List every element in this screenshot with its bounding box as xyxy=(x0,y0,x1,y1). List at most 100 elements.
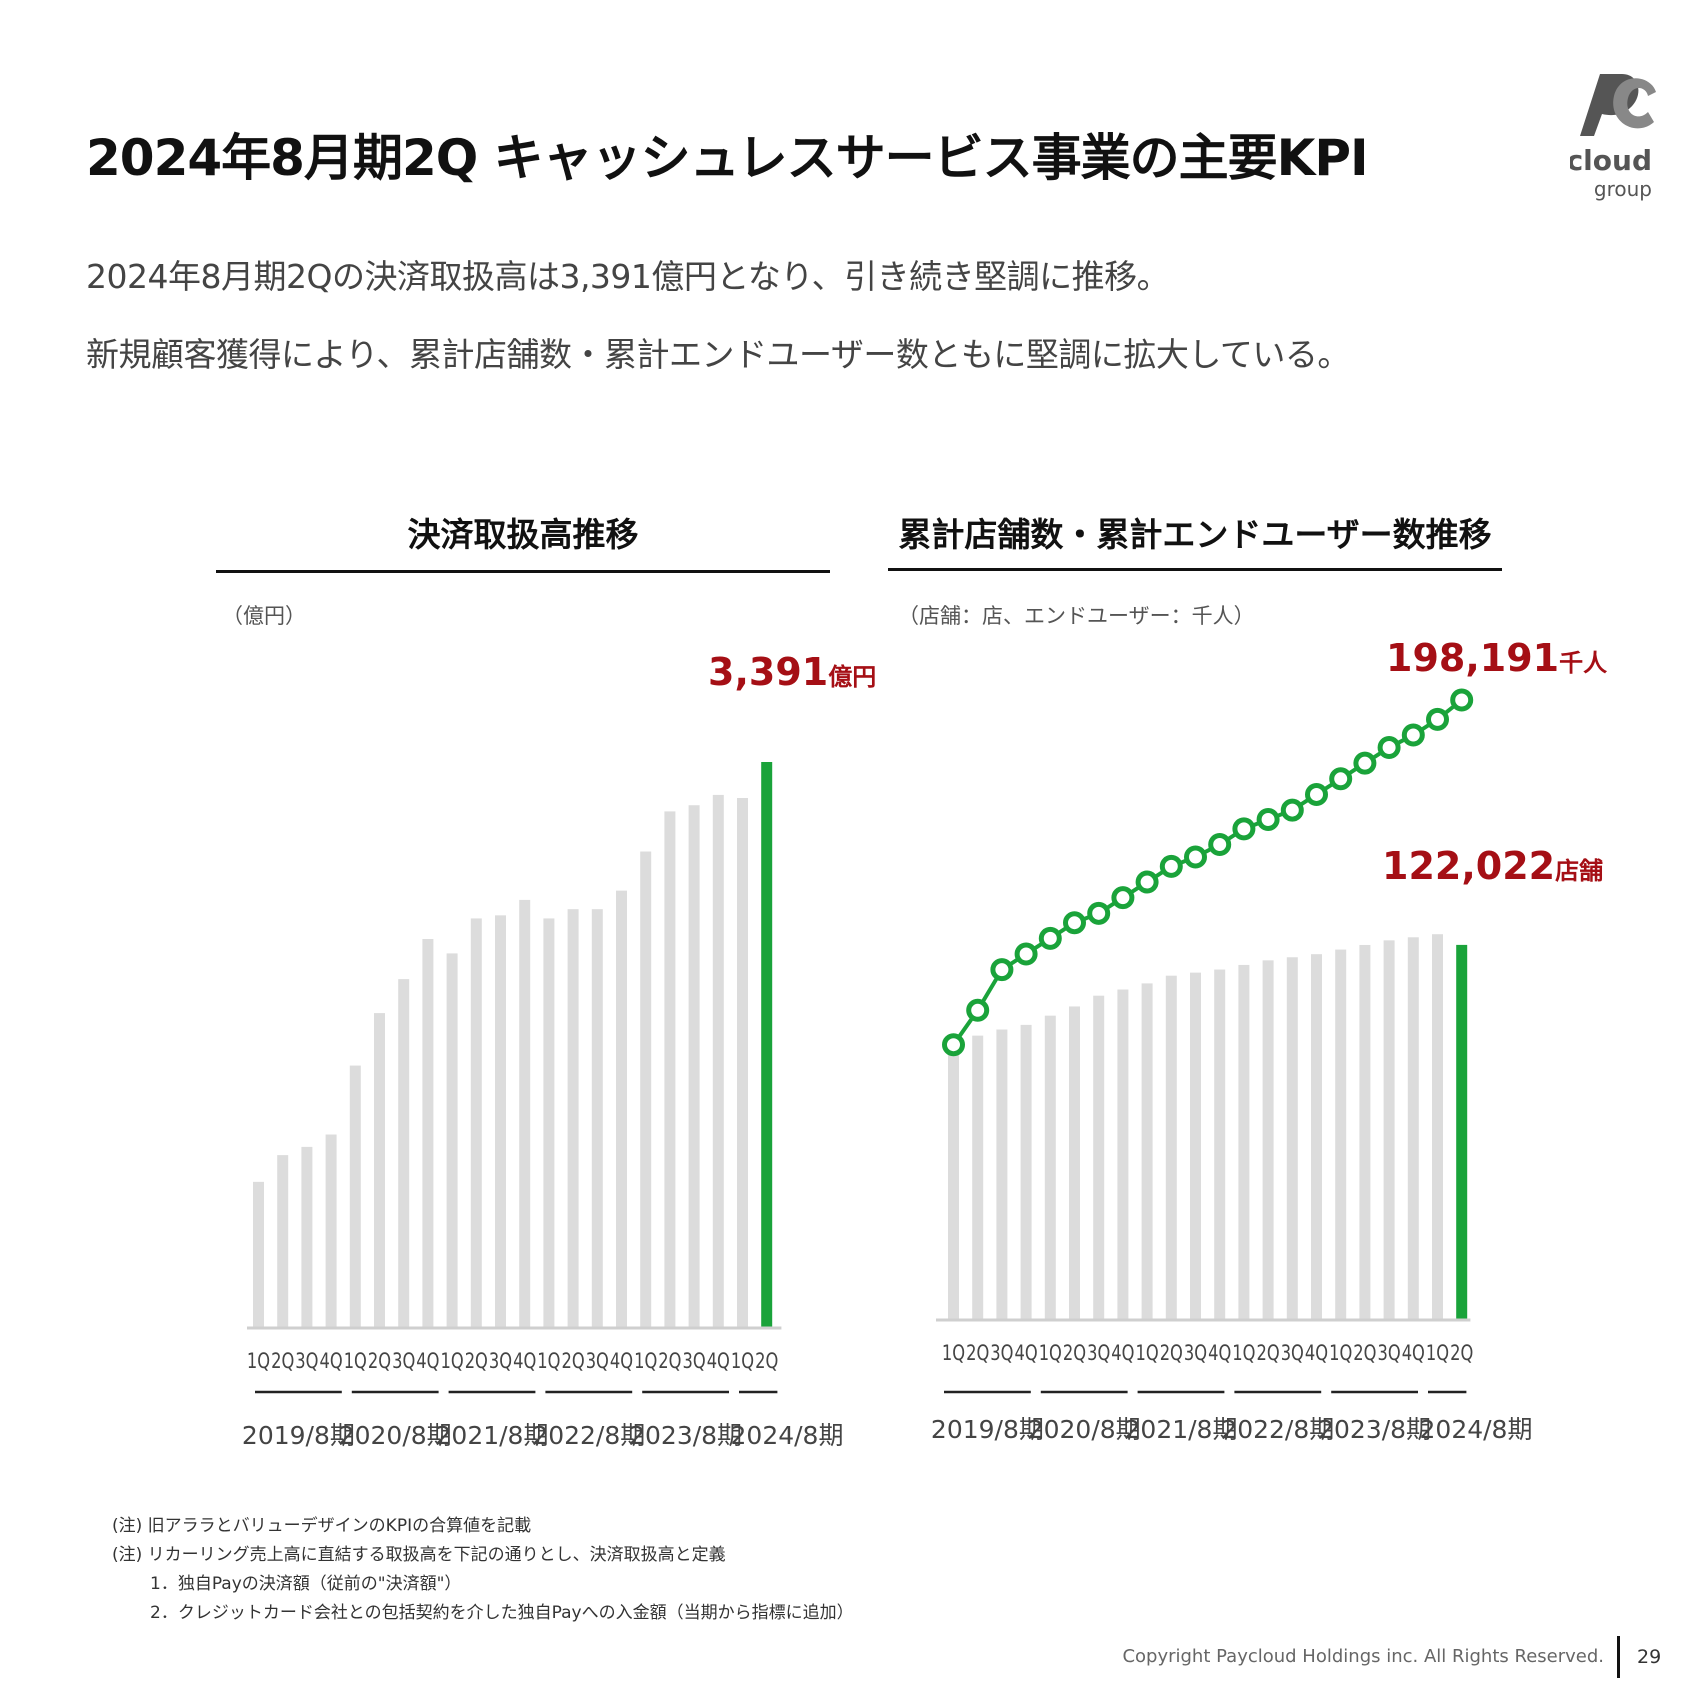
left-axis-tick-label: 4Q xyxy=(416,1349,439,1373)
bar xyxy=(972,1035,984,1320)
left-axis-tick-label: 3Q xyxy=(392,1349,415,1373)
left-axis-group-label: 2020/8期 xyxy=(339,1421,452,1450)
right-axis-group-label: 2024/8期 xyxy=(1420,1415,1533,1444)
right-axis-group-label: 2022/8期 xyxy=(1221,1415,1334,1444)
users-point xyxy=(1014,942,1038,966)
callout-users-value: 198,191 xyxy=(1386,636,1560,680)
right-axis-tick-label: 4Q xyxy=(1402,1341,1425,1365)
bar xyxy=(1141,983,1153,1320)
chart-title-transaction: 決済取扱高推移 xyxy=(407,515,639,554)
left-axis-tick-label: 1Q xyxy=(344,1349,367,1373)
bar xyxy=(1190,972,1201,1320)
bar xyxy=(1262,960,1274,1320)
left-axis-tick-label: 1Q xyxy=(537,1349,560,1373)
footnote-2-item-2: 2．クレジットカード会社との包括契約を介した独自Payへの入金額（当期から指標に… xyxy=(150,1603,854,1623)
page-number-separator xyxy=(1617,1636,1620,1678)
left-axis-tick-label: 2Q xyxy=(562,1349,585,1373)
users-point xyxy=(1256,807,1280,831)
right-axis-tick-label: 1Q xyxy=(1039,1341,1062,1365)
left-axis-group-label: 2019/8期 xyxy=(242,1421,355,1450)
bar xyxy=(1117,989,1129,1320)
bar xyxy=(737,798,748,1328)
bar xyxy=(253,1181,264,1328)
bar xyxy=(640,851,652,1328)
left-axis-group-label: 2022/8期 xyxy=(532,1421,645,1450)
bar xyxy=(1432,934,1443,1320)
users-point xyxy=(1038,926,1062,950)
right-axis-tick-label: 1Q xyxy=(1426,1341,1449,1365)
users-point xyxy=(942,1033,965,1057)
bar xyxy=(567,909,579,1328)
right-axis-tick-label: 1Q xyxy=(1232,1341,1255,1365)
right-axis-tick-label: 1Q xyxy=(1329,1341,1352,1365)
bar xyxy=(301,1146,313,1328)
callout-stores-value: 122,022 xyxy=(1382,844,1556,888)
lead-text-line-1: 2024年8月期2Qの決済取扱高は3,391億円となり、引き続き堅調に推移。 xyxy=(86,257,1170,296)
bar xyxy=(519,899,531,1328)
right-axis-tick-label: 2Q xyxy=(1160,1341,1183,1365)
callout-transaction-unit: 億円 xyxy=(828,663,877,691)
right-axis-tick-label: 3Q xyxy=(1378,1341,1401,1365)
users-point xyxy=(1450,688,1474,712)
page-title: 2024年8月期2Q キャッシュレスサービス事業の主要KPI xyxy=(86,129,1369,187)
users-point xyxy=(1232,817,1256,841)
bar xyxy=(446,953,458,1328)
bar xyxy=(688,805,700,1328)
right-axis-tick-label: 2Q xyxy=(1063,1341,1086,1365)
right-axis-group-label: 2023/8期 xyxy=(1318,1415,1431,1444)
callout-stores: 122,022店舗 xyxy=(1382,844,1603,888)
bar xyxy=(422,939,434,1328)
left-axis-group-label: 2024/8期 xyxy=(731,1421,844,1450)
footnote-1: (注) 旧アララとバリューデザインのKPIの合算値を記載 xyxy=(112,1516,532,1536)
bar xyxy=(1093,995,1105,1320)
left-axis-tick-label: 4Q xyxy=(707,1349,730,1373)
users-point xyxy=(1377,736,1401,760)
users-point xyxy=(1135,870,1159,894)
right-axis-tick-label: 2Q xyxy=(1353,1341,1376,1365)
bar-highlight xyxy=(1456,944,1468,1320)
callout-users-unit: 千人 xyxy=(1559,649,1608,677)
lead-text-line-2: 新規顧客獲得により、累計店舗数・累計エンドユーザー数ともに堅調に拡大している。 xyxy=(86,335,1350,374)
left-axis-tick-label: 3Q xyxy=(295,1349,318,1373)
left-axis-tick-label: 2Q xyxy=(271,1349,294,1373)
bar xyxy=(1407,937,1419,1320)
bar xyxy=(1286,957,1298,1320)
users-point xyxy=(1063,911,1086,935)
page-number: 29 xyxy=(1637,1646,1662,1668)
bar xyxy=(1165,975,1177,1320)
left-axis-tick-label: 2Q xyxy=(465,1349,488,1373)
left-axis-tick-label: 2Q xyxy=(755,1349,778,1373)
bar xyxy=(1044,1015,1056,1320)
bar xyxy=(948,1043,959,1320)
left-axis-tick-label: 4Q xyxy=(610,1349,633,1373)
bar xyxy=(1069,1006,1080,1320)
logo-subtext: group xyxy=(1594,177,1652,201)
right-axis-tick-label: 4Q xyxy=(1111,1341,1134,1365)
footnote-2: (注) リカーリング売上高に直結する取扱高を下記の通りとし、決済取扱高と定義 xyxy=(112,1545,726,1565)
users-point xyxy=(1111,886,1135,910)
bar xyxy=(325,1134,337,1328)
right-axis-tick-label: 3Q xyxy=(1281,1341,1304,1365)
left-axis-tick-label: 3Q xyxy=(586,1349,609,1373)
right-axis-tick-label: 1Q xyxy=(942,1341,965,1365)
bar xyxy=(712,794,724,1328)
users-point xyxy=(1208,832,1232,856)
bar xyxy=(1383,940,1395,1320)
left-axis-tick-label: 1Q xyxy=(441,1349,464,1373)
footnotes: (注) 旧アララとバリューデザインのKPIの合算値を記載 (注) リカーリング売… xyxy=(112,1512,854,1628)
right-axis-tick-label: 4Q xyxy=(1015,1341,1038,1365)
left-axis-tick-label: 3Q xyxy=(683,1349,706,1373)
right-axis-tick-label: 4Q xyxy=(1208,1341,1231,1365)
bar xyxy=(470,918,482,1328)
right-axis-tick-label: 2Q xyxy=(1257,1341,1280,1365)
unit-label-left: （億円） xyxy=(222,604,306,628)
users-point xyxy=(1329,767,1353,791)
bar xyxy=(1335,949,1347,1320)
right-axis-group-label: 2021/8期 xyxy=(1125,1415,1238,1444)
users-point xyxy=(1184,845,1207,869)
right-axis-tick-label: 3Q xyxy=(990,1341,1013,1365)
users-point xyxy=(1280,798,1304,822)
bar xyxy=(495,915,506,1328)
left-axis-tick-label: 1Q xyxy=(634,1349,657,1373)
callout-users: 198,191千人 xyxy=(1386,636,1607,680)
